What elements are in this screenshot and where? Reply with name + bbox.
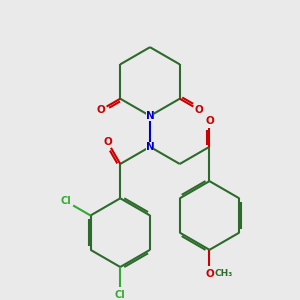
Text: O: O bbox=[194, 105, 203, 115]
Text: O: O bbox=[205, 268, 214, 279]
Text: O: O bbox=[205, 116, 214, 126]
Text: O: O bbox=[103, 137, 112, 147]
Text: O: O bbox=[97, 105, 106, 115]
Text: CH₃: CH₃ bbox=[215, 269, 233, 278]
Text: N: N bbox=[146, 111, 154, 121]
Text: Cl: Cl bbox=[61, 196, 72, 206]
Text: N: N bbox=[146, 142, 154, 152]
Text: Cl: Cl bbox=[115, 290, 126, 300]
